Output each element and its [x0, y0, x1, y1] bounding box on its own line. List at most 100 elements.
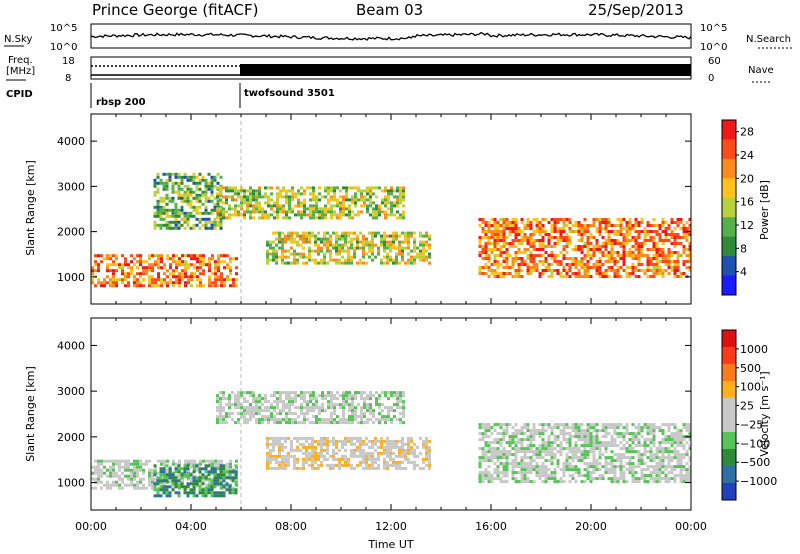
echo-cell	[662, 218, 665, 221]
echo-cell	[354, 195, 357, 198]
echo-cell	[211, 188, 214, 191]
echo-cell	[587, 248, 590, 251]
echo-cell	[587, 251, 590, 254]
echo-cell	[288, 198, 291, 201]
echo-cell	[154, 182, 157, 185]
echo-cell	[656, 224, 659, 227]
echo-cell	[629, 218, 632, 221]
echo-cell	[380, 443, 383, 446]
echo-cell	[222, 210, 225, 213]
echo-cell	[566, 275, 569, 278]
echo-cell	[680, 432, 683, 435]
echo-cell	[590, 474, 593, 477]
echo-cell	[650, 471, 653, 474]
echo-cell	[205, 470, 208, 473]
echo-cell	[533, 245, 536, 248]
echo-cell	[614, 272, 617, 275]
echo-cell	[650, 260, 653, 263]
echo-cell	[169, 221, 172, 224]
echo-cell	[216, 195, 219, 198]
echo-cell	[497, 450, 500, 453]
echo-cell	[303, 400, 306, 403]
echo-cell	[166, 491, 169, 494]
echo-cell	[644, 447, 647, 450]
echo-cell	[608, 462, 611, 465]
echo-cell	[371, 443, 374, 446]
echo-cell	[384, 186, 387, 189]
echo-cell	[347, 235, 350, 238]
echo-cell	[115, 481, 118, 484]
echo-cell	[377, 455, 380, 458]
echo-cell	[599, 444, 602, 447]
echo-cell	[404, 467, 407, 470]
echo-cell	[133, 484, 136, 487]
echo-cell	[284, 262, 287, 265]
echo-cell	[545, 269, 548, 272]
echo-cell	[620, 254, 623, 257]
echo-cell	[545, 245, 548, 248]
echo-cell	[515, 245, 518, 248]
nsearch-label: N.Search	[746, 34, 791, 45]
echo-cell	[503, 456, 506, 459]
echo-cell	[488, 423, 491, 426]
echo-cell	[611, 480, 614, 483]
echo-cell	[494, 450, 497, 453]
echo-cell	[491, 474, 494, 477]
echo-cell	[599, 263, 602, 266]
echo-cell	[225, 198, 228, 201]
echo-cell	[269, 437, 272, 440]
echo-cell	[608, 251, 611, 254]
echo-cell	[109, 254, 112, 257]
echo-cell	[482, 272, 485, 275]
echo-cell	[249, 192, 252, 195]
echo-cell	[266, 437, 269, 440]
echo-cell	[372, 213, 375, 216]
echo-cell	[217, 473, 220, 476]
echo-cell	[515, 260, 518, 263]
echo-cell	[527, 218, 530, 221]
echo-cell	[620, 465, 623, 468]
echo-cell	[539, 429, 542, 432]
echo-cell	[524, 468, 527, 471]
echo-cell	[599, 227, 602, 230]
echo-cell	[548, 477, 551, 480]
echo-cell	[626, 242, 629, 245]
colorbar-swatch	[722, 415, 736, 433]
echo-cell	[347, 262, 350, 265]
echo-cell	[196, 269, 199, 272]
echo-cell	[659, 465, 662, 468]
echo-cell	[318, 406, 321, 409]
echo-cell	[311, 458, 314, 461]
echo-cell	[235, 464, 238, 467]
echo-cell	[362, 467, 365, 470]
echo-cell	[674, 450, 677, 453]
colorbar-swatch	[722, 198, 736, 218]
echo-cell	[321, 216, 324, 219]
echo-cell	[142, 487, 145, 490]
echo-cell	[252, 400, 255, 403]
echo-cell	[428, 235, 431, 238]
echo-cell	[359, 232, 362, 235]
echo-cell	[371, 244, 374, 247]
echo-cell	[662, 257, 665, 260]
echo-cell	[404, 443, 407, 446]
echo-cell	[264, 213, 267, 216]
echo-cell	[539, 465, 542, 468]
echo-cell	[638, 438, 641, 441]
echo-cell	[575, 465, 578, 468]
echo-cell	[154, 179, 157, 182]
echo-cell	[410, 232, 413, 235]
echo-cell	[482, 248, 485, 251]
echo-cell	[199, 212, 202, 215]
echo-cell	[497, 248, 500, 251]
echo-cell	[533, 269, 536, 272]
echo-cell	[671, 450, 674, 453]
echo-cell	[202, 212, 205, 215]
echo-cell	[109, 281, 112, 284]
echo-cell	[288, 400, 291, 403]
echo-cell	[148, 484, 151, 487]
echo-cell	[184, 488, 187, 491]
echo-cell	[569, 438, 572, 441]
echo-cell	[308, 455, 311, 458]
echo-cell	[593, 248, 596, 251]
